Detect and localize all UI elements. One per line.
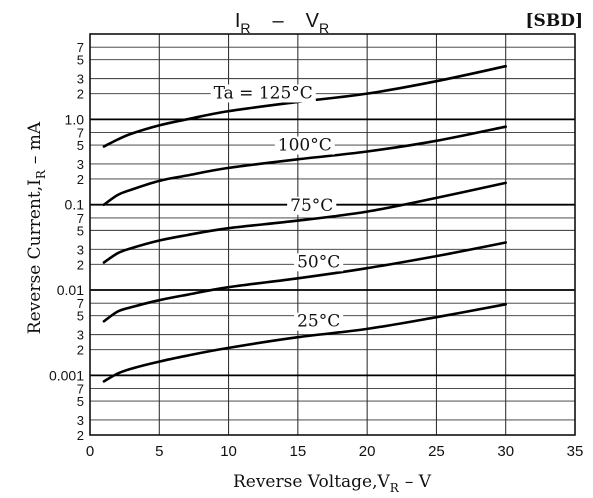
y-minor-tick-label: 2 bbox=[77, 257, 84, 272]
series-label-background bbox=[210, 84, 316, 103]
series-label: Ta = 125°C bbox=[214, 83, 313, 103]
y-minor-tick-label: 7 bbox=[77, 211, 84, 226]
series-label-background bbox=[294, 253, 344, 272]
series-line bbox=[102, 125, 507, 206]
y-minor-tick-label: 2 bbox=[77, 428, 84, 443]
x-axis-label-main: Reverse Voltage,V bbox=[233, 472, 391, 492]
title-sub: R bbox=[240, 20, 250, 36]
series-label-background bbox=[287, 196, 337, 215]
chart-tag: [SBD] bbox=[526, 11, 583, 31]
y-minor-tick-label: 2 bbox=[77, 87, 84, 102]
y-minor-tick-label: 3 bbox=[77, 242, 84, 257]
grid bbox=[89, 34, 576, 436]
y-minor-tick-label: 5 bbox=[77, 394, 84, 409]
x-tick-label: 0 bbox=[86, 443, 94, 460]
title-main: I bbox=[235, 10, 241, 32]
x-tick-label: 20 bbox=[359, 443, 376, 460]
title-rhs-sub: R bbox=[319, 20, 329, 36]
x-tick-label: 5 bbox=[155, 443, 163, 460]
series-line bbox=[102, 64, 507, 148]
y-minor-tick-label: 2 bbox=[77, 343, 84, 358]
x-axis-label-unit: – V bbox=[405, 472, 432, 492]
y-axis-label-sub: R bbox=[34, 169, 48, 179]
y-minor-tick-label: 5 bbox=[77, 223, 84, 238]
y-major-tick-label: 0.1 bbox=[65, 197, 85, 213]
y-minor-tick-label: 3 bbox=[77, 157, 84, 172]
series-label: 25°C bbox=[297, 312, 340, 332]
x-tick-label: 10 bbox=[220, 443, 237, 460]
y-minor-tick-label: 3 bbox=[77, 72, 84, 87]
labels-layer: 0 5 10 15 20 25 30 35753275327532753275321.00.1… bbox=[49, 40, 583, 460]
y-minor-tick-label: 3 bbox=[77, 328, 84, 343]
title-rhs: V bbox=[306, 10, 320, 32]
y-minor-tick-label: 5 bbox=[77, 53, 84, 68]
title-dash: – bbox=[273, 10, 285, 32]
x-axis-label-sub: R bbox=[390, 481, 400, 493]
y-minor-tick-label: 7 bbox=[77, 40, 84, 55]
series-label-background bbox=[274, 136, 335, 155]
x-axis-label: Reverse Voltage,VR – V bbox=[233, 472, 432, 493]
series-line bbox=[102, 181, 507, 264]
x-tick-label: 15 bbox=[290, 443, 307, 460]
y-minor-tick-label: 5 bbox=[77, 309, 84, 324]
series-label: 50°C bbox=[297, 252, 340, 272]
x-tick-label: 35 bbox=[567, 443, 584, 460]
y-minor-tick-label: 3 bbox=[77, 413, 84, 428]
y-axis-label: Reverse Current,IR – mA bbox=[25, 121, 48, 334]
series-label: 75°C bbox=[290, 196, 333, 216]
series-label-background bbox=[294, 312, 344, 331]
y-major-tick-label: 1.0 bbox=[65, 111, 85, 127]
series-layer bbox=[102, 64, 507, 383]
plot-frame bbox=[89, 33, 576, 436]
series-line bbox=[102, 303, 507, 383]
y-axis-label-main: Reverse Current,I bbox=[25, 179, 45, 334]
y-minor-tick-label: 5 bbox=[77, 138, 84, 153]
y-minor-tick-label: 2 bbox=[77, 172, 84, 187]
series-label: 100°C bbox=[278, 136, 332, 156]
x-tick-label: 30 bbox=[497, 443, 514, 460]
y-minor-tick-label: 7 bbox=[77, 382, 84, 397]
y-axis-label-unit: – mA bbox=[25, 121, 45, 164]
y-major-tick-label: 0.01 bbox=[57, 282, 84, 298]
y-major-tick-label: 0.001 bbox=[49, 367, 84, 383]
chart-title: IR – VR bbox=[235, 10, 329, 36]
y-minor-tick-label: 7 bbox=[77, 296, 84, 311]
series-line bbox=[102, 241, 507, 323]
x-tick-label: 25 bbox=[428, 443, 445, 460]
y-minor-tick-label: 7 bbox=[77, 126, 84, 141]
